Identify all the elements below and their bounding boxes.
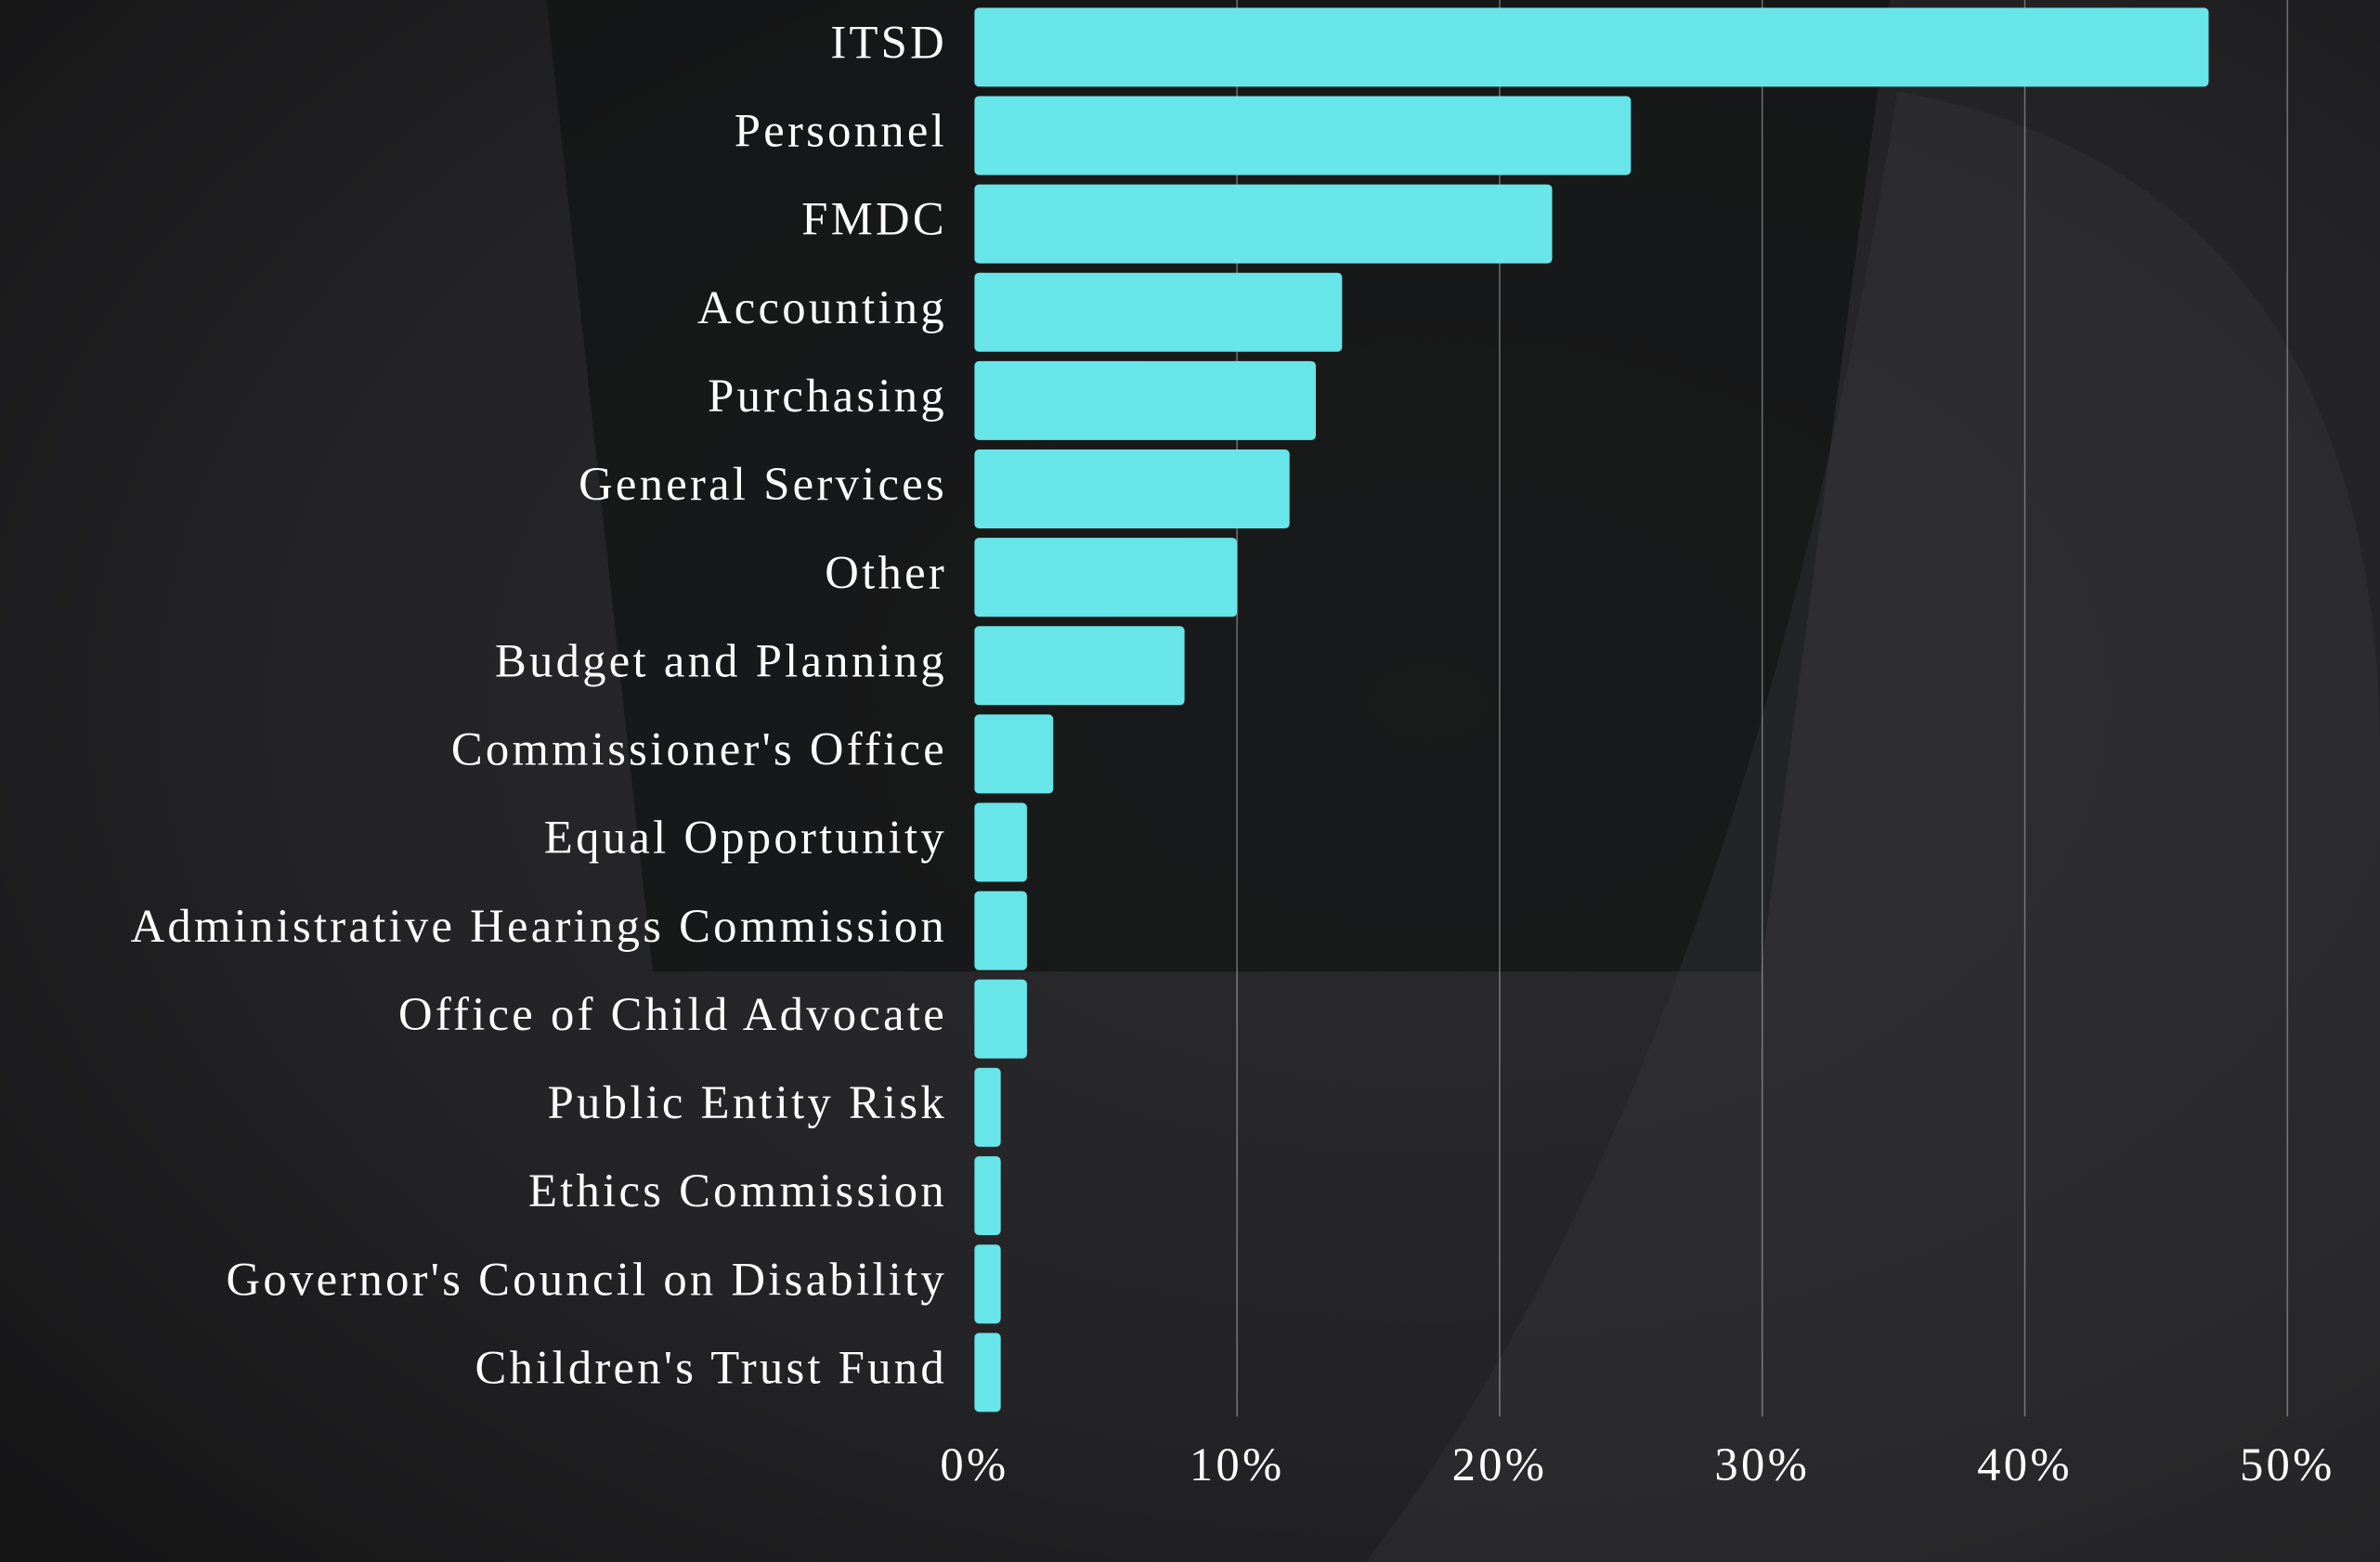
bar: [974, 626, 1185, 706]
bar: [974, 1244, 1001, 1324]
bar: [974, 1333, 1001, 1412]
y-tick-label: Commissioner's Office: [451, 723, 947, 775]
y-tick-label: Governor's Council on Disability: [227, 1253, 947, 1305]
x-tick-label: 50%: [2240, 1438, 2335, 1490]
bar: [974, 272, 1343, 352]
y-tick-label: Children's Trust Fund: [475, 1341, 946, 1393]
bar: [974, 979, 1027, 1059]
bar: [974, 449, 1290, 529]
x-tick-label: 20%: [1452, 1438, 1548, 1490]
y-tick-label: General Services: [579, 458, 947, 510]
x-tick-label: 10%: [1190, 1438, 1285, 1490]
bar: [974, 96, 1632, 176]
y-tick-label: Administrative Hearings Commission: [131, 900, 947, 952]
x-tick-label: 40%: [1977, 1438, 2073, 1490]
bar: [974, 7, 2209, 87]
bar: [974, 1067, 1001, 1147]
y-tick-label: Other: [825, 546, 947, 598]
bar: [974, 184, 1553, 264]
table-surface: [1366, 91, 2380, 1562]
y-tick-label: Equal Opportunity: [544, 812, 947, 864]
y-tick-label: Public Entity Risk: [548, 1076, 947, 1128]
bar: [974, 360, 1317, 440]
y-tick-label: ITSD: [830, 16, 947, 68]
y-tick-label: Office of Child Advocate: [398, 988, 947, 1040]
y-tick-label: Personnel: [735, 105, 947, 157]
bar: [974, 538, 1238, 618]
y-tick-label: Budget and Planning: [495, 634, 947, 686]
bar: [974, 714, 1054, 794]
bar: [974, 802, 1027, 882]
x-tick-label: 0%: [940, 1438, 1008, 1490]
y-tick-label: FMDC: [801, 193, 947, 245]
y-tick-label: Purchasing: [708, 370, 947, 422]
x-tick-label: 30%: [1714, 1438, 1810, 1490]
y-tick-label: Ethics Commission: [528, 1165, 947, 1217]
bar: [974, 1156, 1001, 1236]
bar: [974, 891, 1027, 970]
y-tick-label: Accounting: [697, 281, 947, 333]
